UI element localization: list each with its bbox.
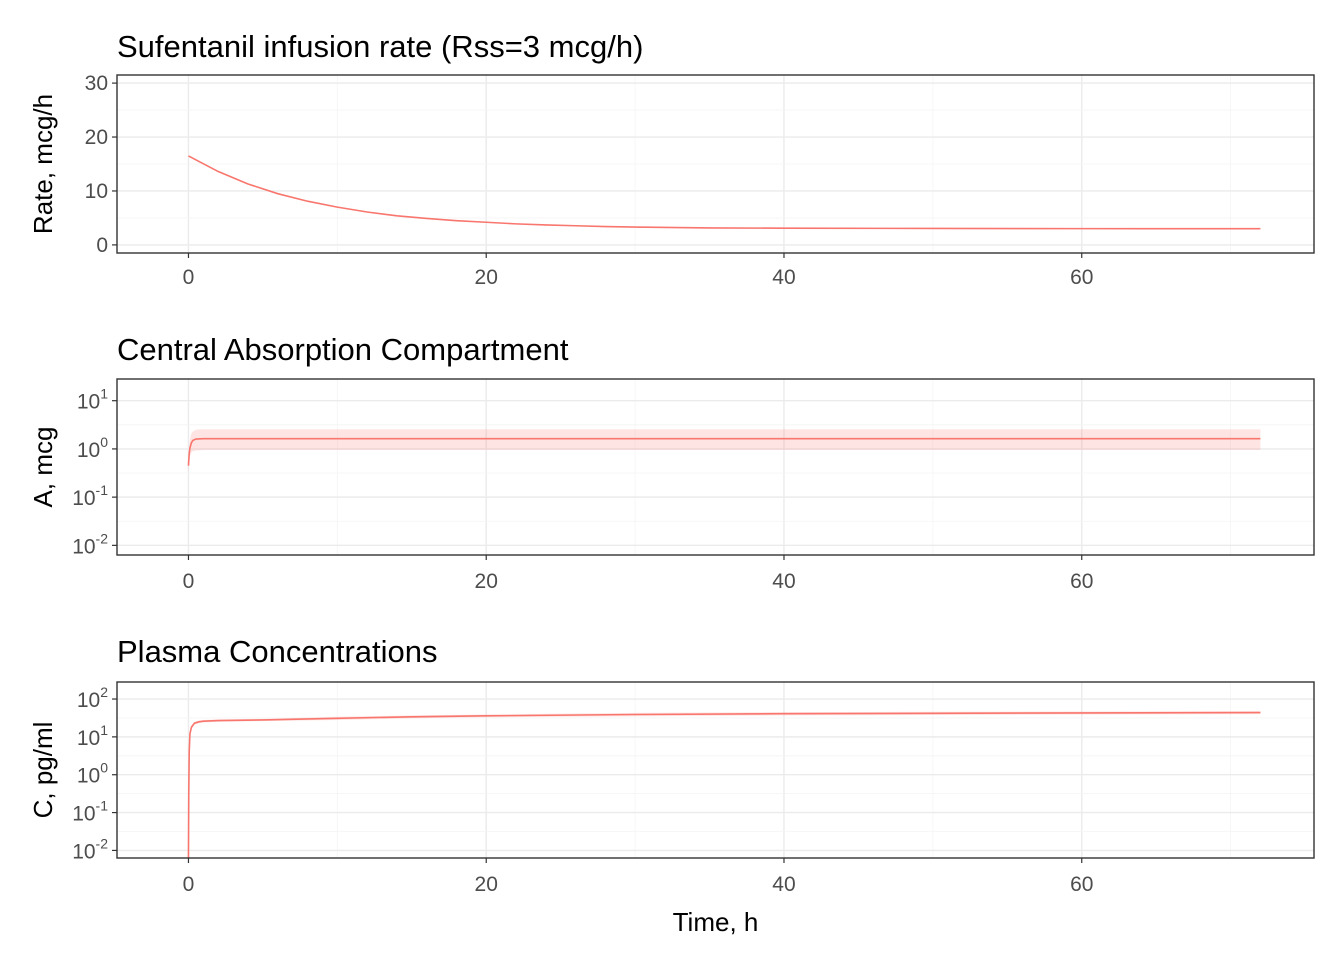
- y-axis-title: C, pg/ml: [28, 722, 58, 819]
- panel-title: Central Absorption Compartment: [117, 332, 569, 367]
- series-line: [187, 437, 1261, 466]
- x-tick-label: 0: [183, 266, 195, 289]
- y-tick-label: 100: [77, 760, 108, 788]
- x-axis-title: Time, h: [673, 907, 759, 937]
- y-tick-label: 100: [77, 434, 108, 462]
- y-tick-label: 101: [77, 386, 108, 414]
- panel-title: Sufentanil infusion rate (Rss=3 mcg/h): [117, 29, 643, 64]
- gridlines: [117, 682, 1314, 858]
- x-tick-label: 60: [1070, 873, 1093, 896]
- y-tick-label: 20: [85, 126, 108, 149]
- x-tick-label: 0: [183, 873, 195, 896]
- y-axis-title: Rate, mcg/h: [28, 94, 58, 234]
- y-tick-label: 10-2: [72, 530, 108, 558]
- series-line: [188, 155, 1261, 230]
- data-layer: [187, 429, 1261, 475]
- x-axis: 0 20 40 60: [183, 253, 1093, 289]
- x-tick-label: 60: [1070, 266, 1093, 289]
- series-line: [187, 711, 1261, 858]
- x-axis: 0 20 40 60: [183, 555, 1093, 593]
- y-tick-label: 0: [96, 234, 108, 257]
- panel-border: [116, 74, 1315, 254]
- x-tick-label: 60: [1070, 570, 1093, 593]
- y-axis: 0 10 20 30: [85, 72, 117, 257]
- x-tick-label: 40: [772, 873, 795, 896]
- y-axis: 10-2 10-1 100 101 102: [72, 684, 117, 863]
- panel-title: Plasma Concentrations: [117, 634, 438, 669]
- x-tick-label: 20: [475, 570, 498, 593]
- y-tick-label: 102: [77, 684, 108, 712]
- y-tick-label: 10-1: [72, 798, 108, 826]
- y-axis: 10-2 10-1 100 101: [72, 386, 117, 558]
- y-tick-label: 10-1: [72, 482, 108, 510]
- panel-1: 0 20 40 60 0 10 20 30 Sufentanil infusion rate (…: [28, 29, 1315, 289]
- gridlines: [117, 75, 1314, 253]
- panel-2: 0 20 40 60 10-2 10-1 100 101 Central Absorption …: [28, 332, 1315, 593]
- x-tick-label: 20: [475, 873, 498, 896]
- x-axis: 0 20 40 60: [183, 858, 1093, 896]
- panel-border: [116, 378, 1315, 556]
- x-tick-label: 0: [183, 570, 195, 593]
- data-layer: [188, 155, 1261, 230]
- gridlines: [117, 379, 1314, 555]
- y-tick-label: 101: [77, 722, 108, 750]
- x-tick-label: 20: [475, 266, 498, 289]
- confidence-ribbon: [188, 429, 1261, 475]
- y-axis-title: A, mcg: [28, 427, 58, 508]
- y-tick-label: 10-2: [72, 835, 108, 863]
- panel-border: [116, 681, 1315, 859]
- x-tick-label: 40: [772, 266, 795, 289]
- panel-3: 0 20 40 60 10-2 10-1 100 101 102 Plasma Concentra…: [28, 634, 1315, 937]
- data-layer: [187, 711, 1261, 858]
- y-tick-label: 10: [85, 180, 108, 203]
- confidence-ribbon: [188, 711, 1261, 858]
- y-tick-label: 30: [85, 72, 108, 95]
- x-tick-label: 40: [772, 570, 795, 593]
